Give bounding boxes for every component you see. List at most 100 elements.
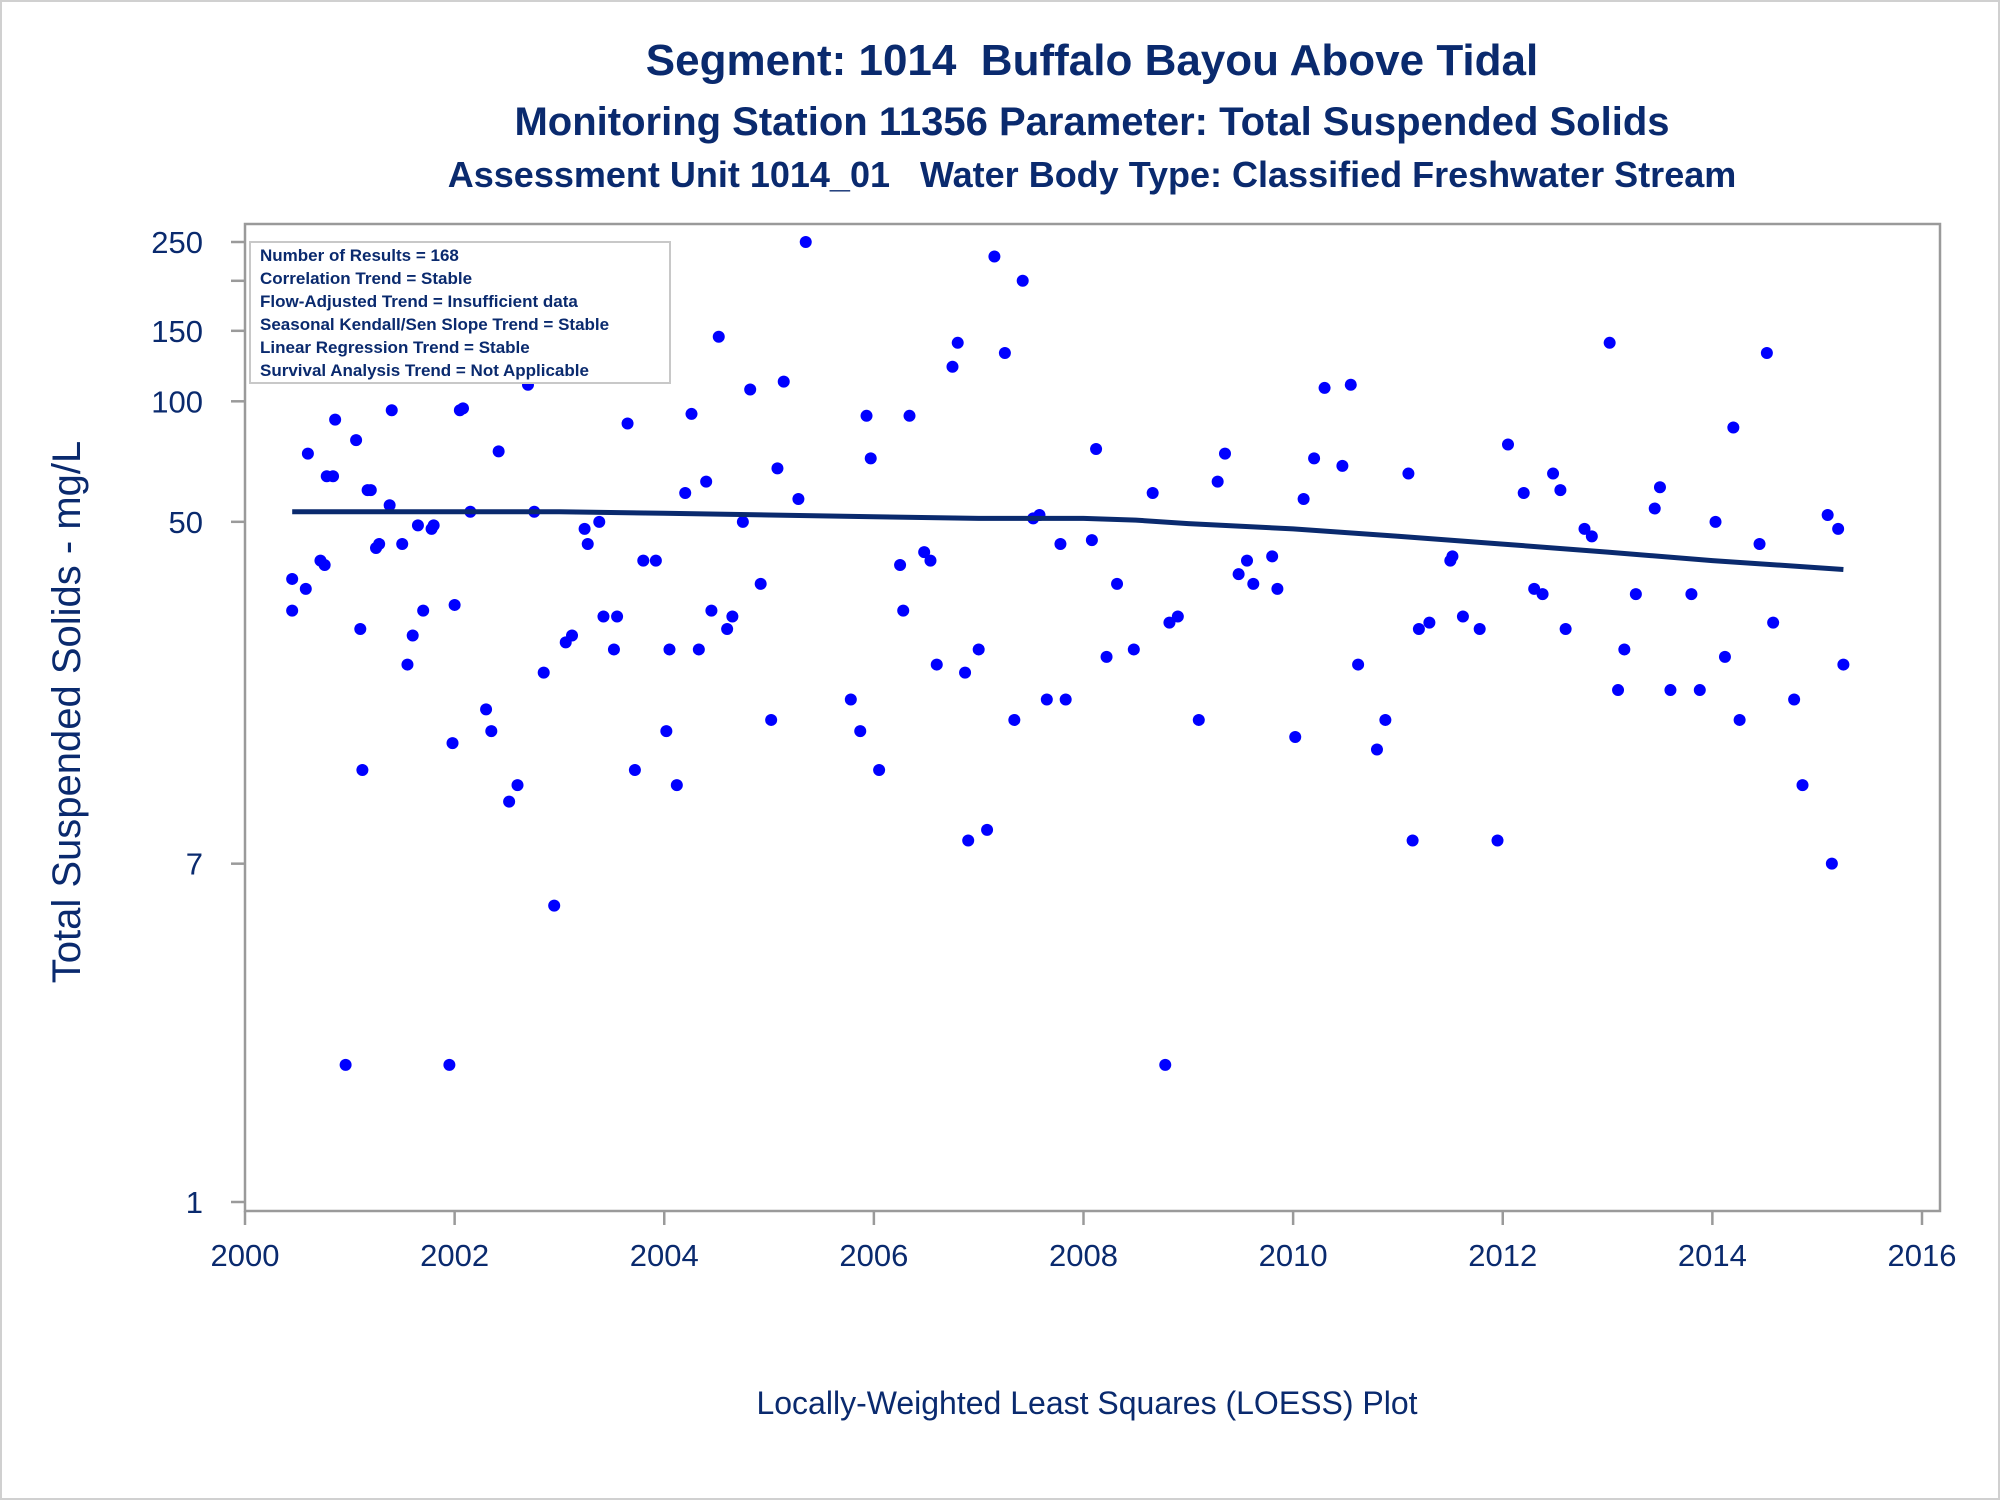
data-point	[1501, 438, 1514, 451]
data-point	[1232, 568, 1245, 581]
data-point	[660, 725, 673, 738]
data-point	[1559, 622, 1572, 635]
stats-box-border	[249, 241, 671, 384]
data-point	[597, 610, 610, 623]
stats-box-line: Number of Results = 168	[260, 246, 459, 265]
data-point	[721, 622, 734, 635]
data-point	[726, 610, 739, 623]
data-point	[712, 330, 725, 343]
data-point	[1008, 713, 1021, 726]
stats-box-line: Seasonal Kendall/Sen Slope Trend = Stabl…	[260, 315, 609, 334]
data-point	[443, 1058, 456, 1071]
data-point	[1318, 381, 1331, 394]
x-tick-label: 2008	[1049, 1238, 1118, 1273]
data-point	[736, 515, 749, 528]
y-tick-label: 50	[169, 505, 203, 540]
data-point	[1127, 643, 1140, 656]
x-tick-label: 2014	[1678, 1238, 1747, 1273]
data-point	[480, 703, 493, 716]
data-point	[628, 763, 641, 776]
data-point	[1603, 336, 1616, 349]
data-point	[607, 643, 620, 656]
data-point	[401, 658, 414, 671]
chart-subtitle-assessment: Assessment Unit 1014_01 Water Body Type:…	[447, 154, 1737, 195]
x-tick-label: 2012	[1468, 1238, 1537, 1273]
data-point	[578, 522, 591, 535]
data-point	[1491, 834, 1504, 847]
data-point	[1090, 443, 1103, 456]
data-point	[1163, 616, 1176, 629]
data-point	[1406, 834, 1419, 847]
data-point	[1241, 554, 1254, 567]
data-point	[1100, 650, 1113, 663]
data-point	[1352, 658, 1365, 671]
data-point	[1578, 522, 1591, 535]
stats-box-line: Linear Regression Trend = Stable	[260, 338, 530, 357]
data-point	[1753, 538, 1766, 551]
data-point	[1547, 467, 1560, 480]
data-point	[1289, 731, 1302, 744]
data-point	[1146, 487, 1159, 500]
data-point	[951, 336, 964, 349]
chart-title: Segment: 1014 Buffalo Bayou Above Tidal	[645, 36, 1539, 85]
data-point	[771, 462, 784, 475]
data-point	[946, 360, 959, 373]
data-point	[593, 515, 606, 528]
data-point	[448, 598, 461, 611]
data-point	[1344, 378, 1357, 391]
x-axis: 2000 2002 2004 2006 2008 2010 2012 2014 2016	[211, 1211, 1956, 1273]
data-point	[1412, 622, 1425, 635]
data-point	[1473, 622, 1486, 635]
data-point	[1832, 522, 1845, 535]
data-point	[1825, 857, 1838, 870]
data-point	[411, 519, 424, 532]
data-point	[1733, 713, 1746, 726]
data-point	[1247, 577, 1260, 590]
stats-box: Number of Results = 168 Correlation Trend…	[249, 241, 671, 384]
data-point	[299, 582, 312, 595]
stats-box-line: Survival Analysis Trend = Not Applicable	[260, 361, 589, 380]
data-points	[286, 236, 1850, 1071]
data-point	[1664, 684, 1677, 697]
data-point	[685, 407, 698, 420]
data-point	[637, 554, 650, 567]
data-point	[1796, 779, 1809, 792]
data-point	[318, 559, 331, 572]
data-point	[1379, 713, 1392, 726]
y-axis: 1 7 50 100 150 250	[151, 225, 245, 1220]
data-point	[1054, 538, 1067, 551]
data-point	[670, 779, 683, 792]
data-point	[1653, 481, 1666, 494]
y-axis-label: Total Suspended Solids - mg/L	[45, 441, 89, 984]
y-tick-label: 7	[186, 847, 203, 882]
data-point	[972, 643, 985, 656]
data-point	[705, 604, 718, 617]
data-point	[903, 409, 916, 422]
data-point	[988, 250, 1001, 263]
data-point	[792, 493, 805, 506]
data-point	[511, 779, 524, 792]
data-point	[373, 538, 386, 551]
data-point	[1612, 684, 1625, 697]
data-point	[383, 499, 396, 512]
data-point	[1159, 1058, 1172, 1071]
data-point	[1266, 550, 1279, 563]
x-tick-label: 2010	[1259, 1238, 1328, 1273]
data-point	[1016, 274, 1029, 287]
data-point	[894, 559, 907, 572]
data-point	[1423, 616, 1436, 629]
data-point	[548, 899, 561, 912]
chart-subtitle-station: Monitoring Station 11356 Parameter: Tota…	[514, 100, 1670, 144]
data-point	[1308, 452, 1321, 465]
data-point	[1297, 493, 1310, 506]
data-point	[354, 622, 367, 635]
data-point	[485, 725, 498, 738]
x-tick-label: 2006	[839, 1238, 908, 1273]
data-point	[385, 404, 398, 417]
loess-curve	[292, 509, 1844, 572]
data-point	[621, 417, 634, 430]
data-point	[406, 629, 419, 642]
plot-area	[243, 222, 1942, 1213]
data-point	[1446, 550, 1459, 563]
y-tick-label: 1	[186, 1185, 203, 1220]
